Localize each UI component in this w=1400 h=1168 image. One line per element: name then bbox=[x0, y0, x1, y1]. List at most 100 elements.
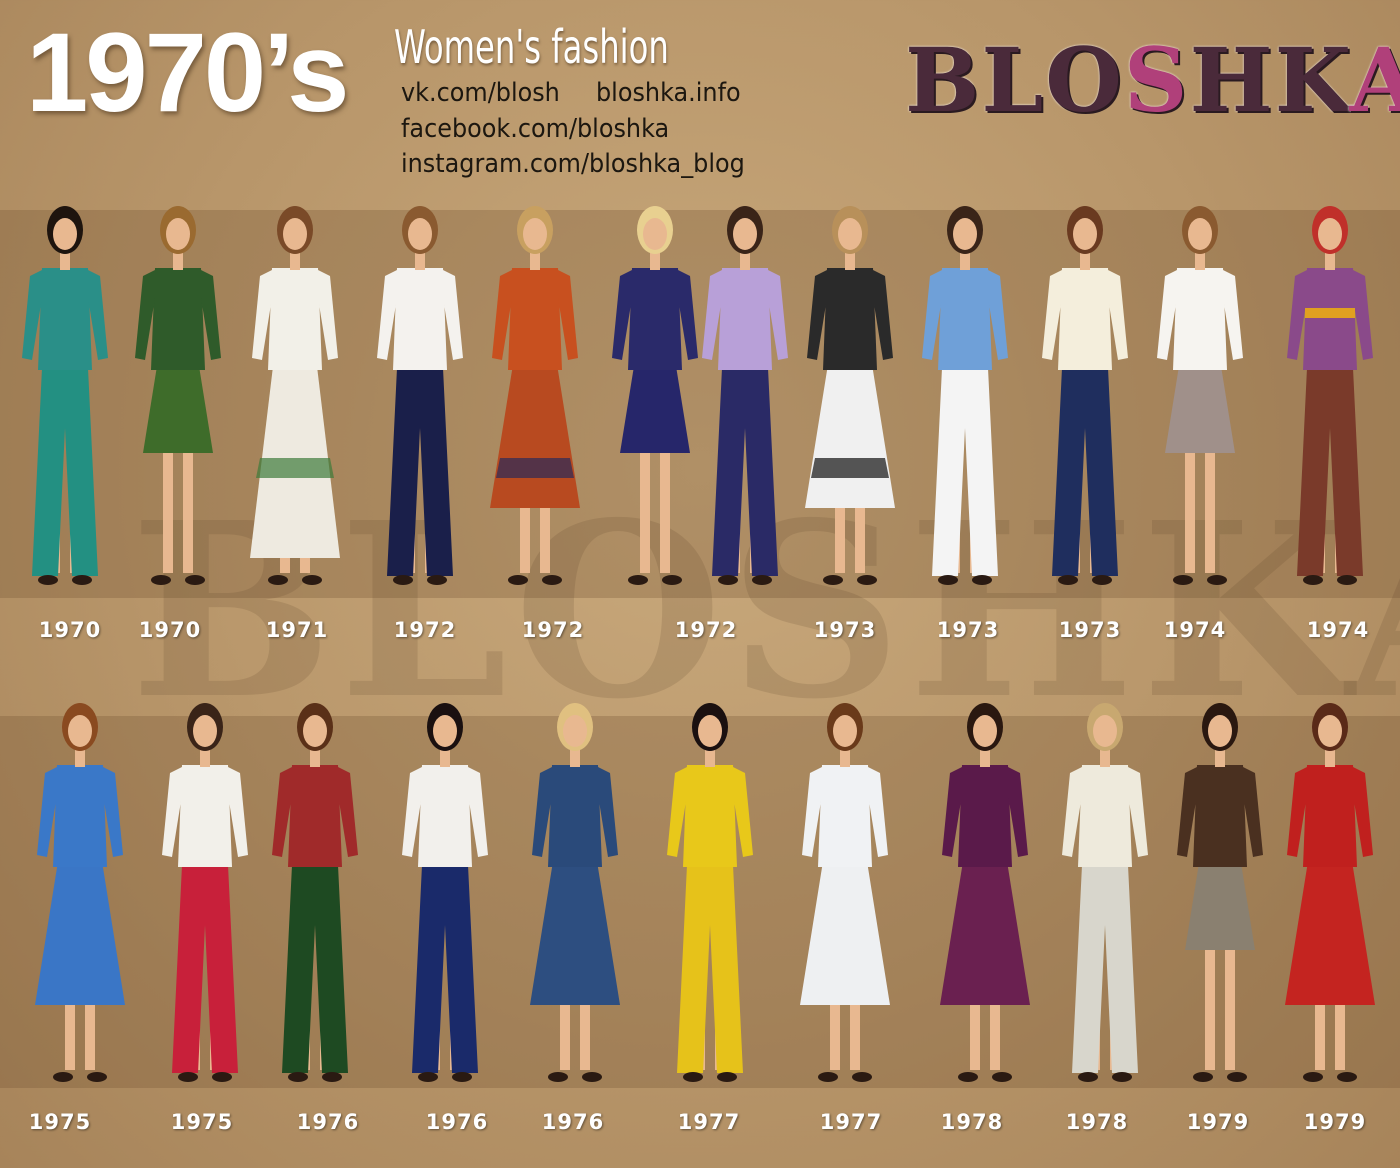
shoe bbox=[151, 575, 171, 585]
face bbox=[283, 218, 307, 250]
arm bbox=[103, 767, 123, 857]
face bbox=[953, 218, 977, 250]
shoe bbox=[302, 575, 322, 585]
shoe bbox=[718, 575, 738, 585]
dress-skirt bbox=[1285, 855, 1375, 1005]
fashion-figure-1978 bbox=[1062, 703, 1148, 1082]
shoe bbox=[322, 1072, 342, 1082]
neck bbox=[740, 250, 750, 270]
row-1-band bbox=[0, 210, 1400, 598]
arm bbox=[1008, 767, 1028, 857]
top bbox=[1303, 268, 1357, 370]
neck bbox=[200, 747, 210, 767]
fashion-figure-1972 bbox=[490, 206, 580, 585]
face bbox=[433, 715, 457, 747]
face bbox=[733, 218, 757, 250]
arm bbox=[377, 270, 397, 360]
face bbox=[1073, 218, 1097, 250]
year-label: 1973 bbox=[936, 618, 1000, 642]
shoe bbox=[1303, 575, 1323, 585]
fashion-figure-1975 bbox=[35, 703, 125, 1082]
face bbox=[838, 218, 862, 250]
face bbox=[973, 715, 997, 747]
arm bbox=[1108, 270, 1128, 360]
pants bbox=[412, 865, 478, 1073]
arm bbox=[228, 767, 248, 857]
face bbox=[643, 218, 667, 250]
fashion-figure-1974 bbox=[1157, 206, 1243, 585]
face bbox=[166, 218, 190, 250]
arm bbox=[201, 270, 221, 360]
shoe bbox=[1092, 575, 1112, 585]
arm bbox=[868, 767, 888, 857]
face bbox=[833, 715, 857, 747]
arm bbox=[768, 270, 788, 360]
top bbox=[683, 765, 737, 867]
arm bbox=[1287, 767, 1307, 857]
top bbox=[628, 268, 682, 370]
dress-skirt bbox=[530, 855, 620, 1005]
dress-pattern bbox=[496, 458, 574, 478]
link-instagram[interactable]: instagram.com/bloshka_blog bbox=[401, 149, 745, 179]
arm bbox=[532, 767, 552, 857]
arm bbox=[272, 767, 292, 857]
shoe bbox=[1193, 1072, 1213, 1082]
top bbox=[958, 765, 1012, 867]
shoe bbox=[427, 575, 447, 585]
pants bbox=[387, 368, 453, 576]
link-facebook[interactable]: facebook.com/bloshka bbox=[401, 114, 670, 144]
arm bbox=[1223, 270, 1243, 360]
link-vk[interactable]: vk.com/blosh bbox=[401, 78, 560, 108]
legs bbox=[1185, 428, 1195, 573]
shoe bbox=[1207, 575, 1227, 585]
year-label: 1974 bbox=[1306, 618, 1370, 642]
year-label: 1972 bbox=[521, 618, 585, 642]
arm bbox=[135, 270, 155, 360]
year-label: 1976 bbox=[425, 1110, 489, 1134]
arm bbox=[1042, 270, 1062, 360]
arm bbox=[318, 270, 338, 360]
link-website[interactable]: bloshka.info bbox=[596, 78, 741, 108]
logo-letter: L bbox=[981, 28, 1046, 132]
arm bbox=[1128, 767, 1148, 857]
arm bbox=[1353, 767, 1373, 857]
year-label: 1978 bbox=[1065, 1110, 1129, 1134]
subtitle: Women's fashion bbox=[394, 20, 669, 74]
fashion-figure-1973 bbox=[1042, 206, 1128, 585]
year-label: 1970 bbox=[38, 618, 102, 642]
arm bbox=[807, 270, 827, 360]
arm bbox=[88, 270, 108, 360]
skirt bbox=[620, 366, 690, 453]
shoe bbox=[268, 575, 288, 585]
arm bbox=[492, 270, 512, 360]
year-label: 1972 bbox=[674, 618, 738, 642]
shoe bbox=[38, 575, 58, 585]
logo-letter: A bbox=[1349, 28, 1400, 132]
top bbox=[1058, 268, 1112, 370]
legs bbox=[183, 428, 193, 573]
top bbox=[1078, 765, 1132, 867]
pants bbox=[932, 368, 998, 576]
year-label: 1975 bbox=[28, 1110, 92, 1134]
year-label: 1979 bbox=[1186, 1110, 1250, 1134]
top bbox=[268, 268, 322, 370]
year-label: 1976 bbox=[296, 1110, 360, 1134]
shoe bbox=[1173, 575, 1193, 585]
arm bbox=[733, 767, 753, 857]
fashion-figure-1976 bbox=[530, 703, 620, 1082]
neck bbox=[310, 747, 320, 767]
top bbox=[508, 268, 562, 370]
fashion-figure-1970 bbox=[135, 206, 221, 585]
arm bbox=[922, 270, 942, 360]
neck bbox=[1215, 747, 1225, 767]
shoe bbox=[1227, 1072, 1247, 1082]
arm bbox=[1177, 767, 1197, 857]
year-label: 1977 bbox=[677, 1110, 741, 1134]
face bbox=[68, 715, 92, 747]
neck bbox=[1195, 250, 1205, 270]
shoe bbox=[288, 1072, 308, 1082]
shoe bbox=[717, 1072, 737, 1082]
dress-skirt bbox=[940, 855, 1030, 1005]
fashion-figure-1974 bbox=[1287, 206, 1373, 585]
page-title: 1970’s bbox=[26, 10, 349, 135]
